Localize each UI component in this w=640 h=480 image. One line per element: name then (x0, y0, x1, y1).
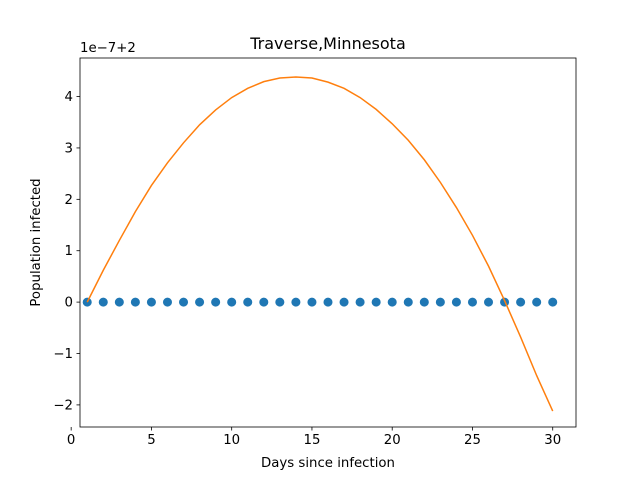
x-tick-label: 25 (464, 433, 481, 448)
data-point (259, 297, 269, 307)
y-tick-label: 2 (65, 193, 73, 208)
data-point (243, 297, 253, 307)
data-point (548, 297, 558, 307)
data-point (339, 297, 349, 307)
data-point (114, 297, 124, 307)
y-tick-label: 4 (65, 90, 73, 105)
y-axis: −2 −1 0 1 2 3 4 (53, 90, 80, 413)
data-point (195, 297, 205, 307)
data-point (403, 297, 413, 307)
data-point (484, 297, 494, 307)
x-tick-label: 5 (147, 433, 155, 448)
data-point (532, 297, 542, 307)
data-point (227, 297, 237, 307)
data-point (387, 297, 397, 307)
data-point (162, 297, 172, 307)
fit-line (86, 76, 554, 412)
data-point (371, 297, 381, 307)
data-point (323, 297, 333, 307)
x-tick-label: 20 (384, 433, 401, 448)
data-point (211, 297, 221, 307)
data-point (451, 297, 461, 307)
x-tick-label: 30 (544, 433, 561, 448)
x-tick-label: 15 (303, 433, 320, 448)
plot-marks (82, 76, 558, 412)
y-offset-label: 1e−7+2 (80, 41, 136, 56)
data-point (275, 297, 285, 307)
data-point (307, 297, 317, 307)
data-point (435, 297, 445, 307)
x-axis-label: Days since infection (261, 456, 395, 471)
data-point (516, 297, 526, 307)
data-point (467, 297, 477, 307)
data-point (130, 297, 140, 307)
y-tick-label: 1 (65, 244, 73, 259)
data-point (291, 297, 301, 307)
y-tick-label: −1 (53, 347, 73, 362)
data-point (98, 297, 108, 307)
plot-area-frame (79, 57, 577, 428)
data-point (355, 297, 365, 307)
data-point (179, 297, 189, 307)
data-point (146, 297, 156, 307)
y-tick-label: 0 (65, 296, 73, 311)
chart-title: Traverse,Minnesota (249, 34, 406, 53)
x-tick-label: 0 (67, 433, 75, 448)
y-tick-label: −2 (53, 398, 73, 413)
x-tick-label: 10 (223, 433, 240, 448)
y-axis-label: Population infected (29, 178, 44, 306)
y-tick-label: 3 (65, 141, 73, 156)
x-axis: 0 5 10 15 20 25 30 (67, 427, 561, 448)
data-point (419, 297, 429, 307)
